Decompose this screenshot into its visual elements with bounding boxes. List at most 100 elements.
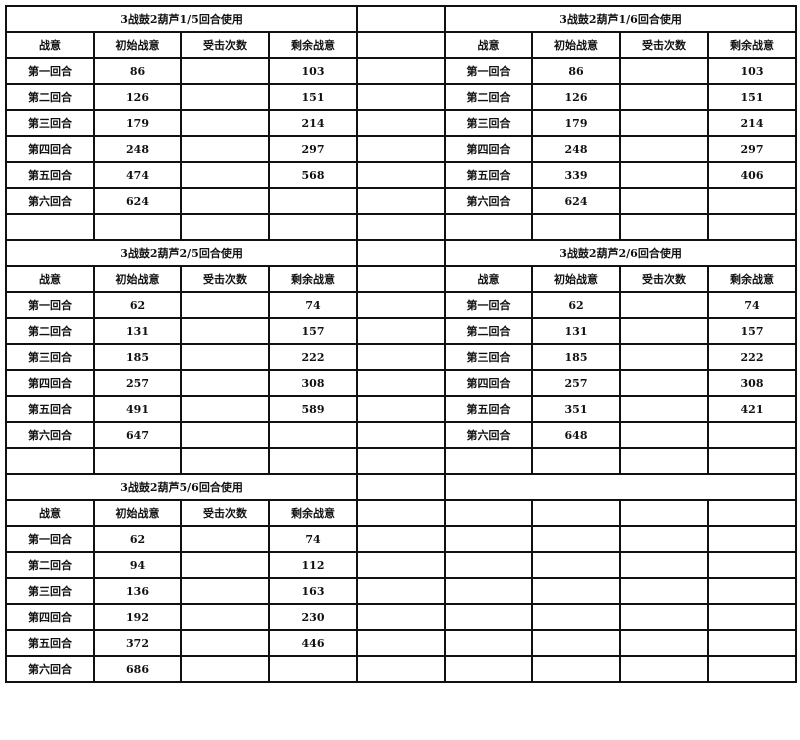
empty-cell[interactable] [707,447,798,475]
initial-morale-cell[interactable]: 126 [531,83,622,111]
round-label-cell[interactable]: 第二回合 [444,317,534,345]
section-title[interactable]: 3战鼓2葫芦2/6回合使用 [444,239,798,267]
empty-cell[interactable] [356,161,447,189]
initial-morale-cell[interactable]: 248 [93,135,182,163]
empty-cell[interactable] [444,447,534,475]
initial-morale-cell[interactable]: 62 [93,291,182,319]
remaining-morale-cell[interactable]: 151 [267,83,359,111]
initial-morale-cell[interactable]: 94 [93,551,182,579]
remaining-morale-cell[interactable]: 589 [267,395,359,423]
round-label-cell[interactable]: 第四回合 [444,369,534,397]
initial-morale-cell[interactable]: 131 [93,317,182,345]
empty-cell[interactable] [707,603,798,631]
remaining-morale-cell[interactable]: 74 [267,291,359,319]
remaining-morale-cell[interactable]: 222 [267,343,359,371]
column-header[interactable]: 初始战意 [531,265,622,293]
empty-cell[interactable] [444,603,534,631]
empty-cell[interactable] [180,447,270,475]
remaining-morale-cell[interactable]: 214 [267,109,359,137]
initial-morale-cell[interactable]: 136 [93,577,182,605]
hit-count-cell[interactable] [180,161,270,189]
section-title[interactable]: 3战鼓2葫芦1/5回合使用 [4,5,359,33]
round-label-cell[interactable]: 第二回合 [5,83,95,111]
remaining-morale-cell[interactable]: 421 [707,395,798,423]
hit-count-cell[interactable] [180,421,270,449]
empty-cell[interactable] [707,629,798,657]
hit-count-cell[interactable] [619,109,710,137]
empty-cell[interactable] [267,213,359,241]
round-label-cell[interactable]: 第一回合 [444,291,534,319]
hit-count-cell[interactable] [180,187,270,215]
hit-count-cell[interactable] [180,135,270,163]
hit-count-cell[interactable] [180,317,270,345]
empty-cell[interactable] [531,213,622,241]
column-header[interactable]: 剩余战意 [707,31,798,59]
empty-cell[interactable] [707,499,798,527]
initial-morale-cell[interactable]: 257 [93,369,182,397]
initial-morale-cell[interactable]: 339 [531,161,622,189]
remaining-morale-cell[interactable]: 74 [707,291,798,319]
column-header[interactable]: 受击次数 [180,31,270,59]
remaining-morale-cell[interactable]: 308 [707,369,798,397]
initial-morale-cell[interactable]: 647 [93,421,182,449]
round-label-cell[interactable]: 第三回合 [5,577,95,605]
remaining-morale-cell[interactable] [267,187,359,215]
remaining-morale-cell[interactable]: 112 [267,551,359,579]
remaining-morale-cell[interactable]: 297 [707,135,798,163]
round-label-cell[interactable]: 第六回合 [5,421,95,449]
column-header[interactable]: 受击次数 [180,265,270,293]
empty-cell[interactable] [356,473,447,501]
round-label-cell[interactable]: 第三回合 [444,343,534,371]
hit-count-cell[interactable] [180,57,270,85]
column-header[interactable]: 剩余战意 [267,31,359,59]
column-header[interactable]: 剩余战意 [267,499,359,527]
empty-cell[interactable] [531,499,622,527]
empty-cell[interactable] [356,629,447,657]
column-header[interactable]: 战意 [5,31,95,59]
column-header[interactable]: 初始战意 [93,265,182,293]
empty-cell[interactable] [707,577,798,605]
hit-count-cell[interactable] [619,395,710,423]
empty-cell[interactable] [356,525,447,553]
empty-cell[interactable] [356,369,447,397]
round-label-cell[interactable]: 第三回合 [444,109,534,137]
empty-cell[interactable] [180,213,270,241]
hit-count-cell[interactable] [619,135,710,163]
empty-cell[interactable] [444,655,534,683]
round-label-cell[interactable]: 第五回合 [444,161,534,189]
column-header[interactable]: 战意 [5,265,95,293]
empty-cell[interactable] [707,551,798,579]
column-header[interactable]: 战意 [444,265,534,293]
empty-cell[interactable] [356,395,447,423]
column-header[interactable]: 战意 [5,499,95,527]
column-header[interactable]: 初始战意 [93,31,182,59]
empty-cell[interactable] [531,629,622,657]
hit-count-cell[interactable] [619,83,710,111]
empty-cell[interactable] [356,499,447,527]
empty-cell[interactable] [356,5,447,33]
initial-morale-cell[interactable]: 372 [93,629,182,657]
initial-morale-cell[interactable]: 491 [93,395,182,423]
hit-count-cell[interactable] [180,291,270,319]
hit-count-cell[interactable] [619,161,710,189]
empty-cell[interactable] [531,551,622,579]
remaining-morale-cell[interactable]: 308 [267,369,359,397]
remaining-morale-cell[interactable]: 151 [707,83,798,111]
hit-count-cell[interactable] [619,343,710,371]
section-title[interactable]: 3战鼓2葫芦5/6回合使用 [4,473,359,501]
hit-count-cell[interactable] [619,317,710,345]
initial-morale-cell[interactable]: 185 [93,343,182,371]
hit-count-cell[interactable] [180,525,270,553]
empty-cell[interactable] [531,603,622,631]
column-header[interactable]: 初始战意 [531,31,622,59]
hit-count-cell[interactable] [180,343,270,371]
empty-cell[interactable] [356,239,447,267]
empty-cell[interactable] [267,447,359,475]
round-label-cell[interactable]: 第四回合 [5,135,95,163]
remaining-morale-cell[interactable]: 103 [267,57,359,85]
remaining-morale-cell[interactable]: 297 [267,135,359,163]
column-header[interactable]: 剩余战意 [707,265,798,293]
column-header[interactable]: 受击次数 [180,499,270,527]
empty-cell[interactable] [444,629,534,657]
empty-cell[interactable] [619,213,710,241]
